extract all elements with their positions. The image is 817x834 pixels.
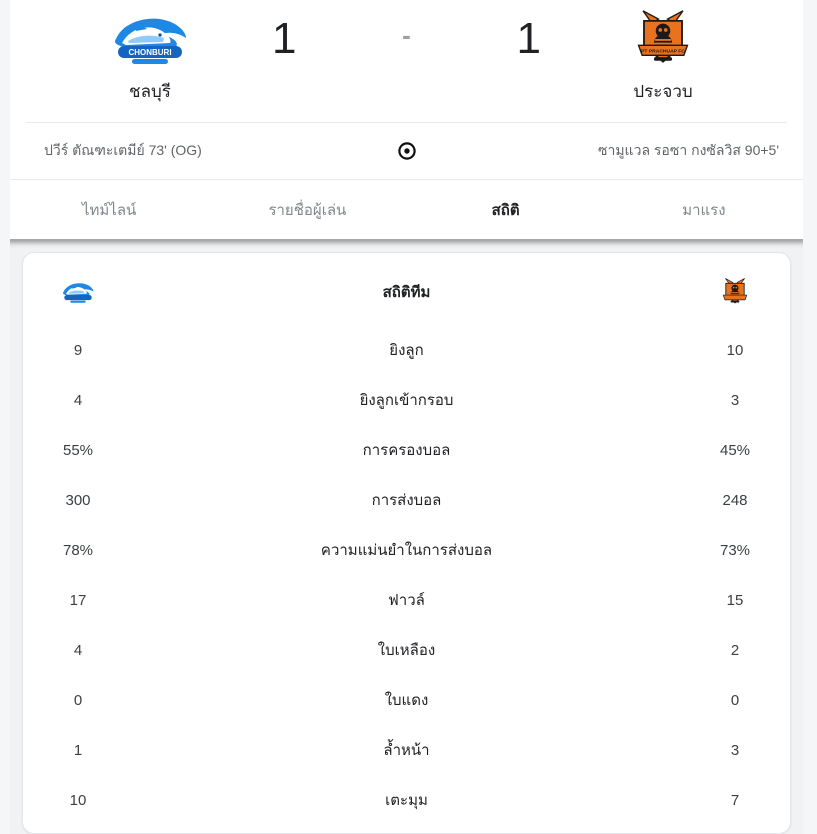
away-stat-value: 15 xyxy=(726,591,744,609)
prachuap-logo-icon: PT PRACHUAP FC xyxy=(637,10,689,63)
stats-body: สถิติทีม xyxy=(10,249,803,834)
stat-row-shots-on-target: 4 ยิงลูกเข้ากรอบ 3 xyxy=(23,375,790,425)
away-team-logo-small xyxy=(680,277,790,307)
stat-label: ยิงลูกเข้ากรอบ xyxy=(359,392,454,409)
stat-row-corners: 10 เตะมุม 7 xyxy=(23,775,790,825)
tabs-shadow-divider xyxy=(10,239,803,249)
away-stat-value: 248 xyxy=(722,491,748,509)
tab-lineups[interactable]: รายชื่อผู้เล่น xyxy=(268,201,347,219)
home-stat-value: 9 xyxy=(73,341,83,359)
stat-row-red-cards: 0 ใบแดง 0 xyxy=(23,675,790,725)
stat-label: ใบแดง xyxy=(384,692,429,709)
home-stat-value: 0 xyxy=(73,691,83,709)
home-score: 1 xyxy=(272,14,297,63)
away-stat-value: 73% xyxy=(719,541,751,559)
stats-card-title: สถิติทีม xyxy=(382,284,431,301)
stat-row-possession: 55% การครองบอล 45% xyxy=(23,425,790,475)
match-tabs: ไทม์ไลน์ รายชื่อผู้เล่น สถิติ มาแรง xyxy=(10,179,803,239)
home-stat-value: 1 xyxy=(73,741,83,759)
home-team-logo[interactable]: CHONBURI xyxy=(10,11,250,67)
team-names-row: ชลบุรี ประจวบ xyxy=(10,70,803,112)
away-stat-value: 3 xyxy=(730,391,740,409)
stat-row-pass-accuracy: 78% ความแม่นยำในการส่งบอล 73% xyxy=(23,525,790,575)
home-team-logo-small xyxy=(23,280,133,304)
stat-row-passes: 300 การส่งบอล 248 xyxy=(23,475,790,525)
home-goal-scorer: ปวีร์ ตัณฑะเตมีย์ 73' (OG) xyxy=(44,141,202,158)
match-detail-panel: CHONBURI 1 - 1 PT PRACHUAP FC xyxy=(10,0,803,834)
stat-row-offsides: 1 ล้ำหน้า 3 xyxy=(23,725,790,775)
home-stat-value: 17 xyxy=(69,591,87,609)
tab-trending[interactable]: มาแรง xyxy=(682,201,726,219)
stat-label: ฟาวล์ xyxy=(388,592,425,609)
stat-label: ความแม่นยำในการส่งบอล xyxy=(320,542,493,559)
prachuap-logo-icon xyxy=(722,278,748,304)
stat-label: ใบเหลือง xyxy=(377,642,436,659)
home-stat-value: 10 xyxy=(69,791,87,809)
match-header: CHONBURI 1 - 1 PT PRACHUAP FC xyxy=(10,0,803,179)
home-stat-value: 78% xyxy=(62,541,94,559)
stat-label: การส่งบอล xyxy=(371,492,442,509)
stat-row-shots: 9 ยิงลูก 10 xyxy=(23,325,790,375)
away-stat-value: 2 xyxy=(730,641,740,659)
away-stat-value: 10 xyxy=(726,341,744,359)
away-stat-value: 0 xyxy=(730,691,740,709)
stats-card-header: สถิติทีม xyxy=(23,259,790,325)
home-stat-value: 300 xyxy=(65,491,91,509)
chonburi-logo-icon: CHONBURI xyxy=(114,18,186,64)
away-team-name[interactable]: ประจวบ xyxy=(633,81,693,101)
away-stat-value: 45% xyxy=(719,441,751,459)
svg-text:CHONBURI: CHONBURI xyxy=(128,48,171,57)
away-goal-scorer: ซามูแวล รอซา กงซัลวิส 90+5' xyxy=(597,141,779,158)
stat-label: ยิงลูก xyxy=(389,342,424,359)
stat-label: การครองบอล xyxy=(362,442,451,459)
away-stat-value: 3 xyxy=(730,741,740,759)
away-score: 1 xyxy=(516,14,541,63)
score-separator: - xyxy=(402,19,411,50)
tab-timeline[interactable]: ไทม์ไลน์ xyxy=(81,201,137,219)
away-team-logo[interactable]: PT PRACHUAP FC xyxy=(563,9,803,69)
chonburi-logo-icon xyxy=(62,283,94,303)
stat-label: ล้ำหน้า xyxy=(383,742,430,759)
stat-row-yellow-cards: 4 ใบเหลือง 2 xyxy=(23,625,790,675)
stat-label: เตะมุม xyxy=(385,792,428,809)
soccer-ball-icon xyxy=(387,141,427,161)
score-row: CHONBURI 1 - 1 PT PRACHUAP FC xyxy=(10,8,803,70)
home-stat-value: 4 xyxy=(73,391,83,409)
stat-row-fouls: 17 ฟาวล์ 15 xyxy=(23,575,790,625)
svg-text:PT PRACHUAP FC: PT PRACHUAP FC xyxy=(641,49,685,55)
goal-scorers-row: ปวีร์ ตัณฑะเตมีย์ 73' (OG) ซามูแวล รอซา … xyxy=(26,122,787,178)
home-stat-value: 55% xyxy=(62,441,94,459)
tab-stats[interactable]: สถิติ xyxy=(491,201,520,219)
team-stats-card: สถิติทีม xyxy=(22,252,791,834)
away-stat-value: 7 xyxy=(730,791,740,809)
home-stat-value: 4 xyxy=(73,641,83,659)
home-team-name[interactable]: ชลบุรี xyxy=(129,81,171,101)
